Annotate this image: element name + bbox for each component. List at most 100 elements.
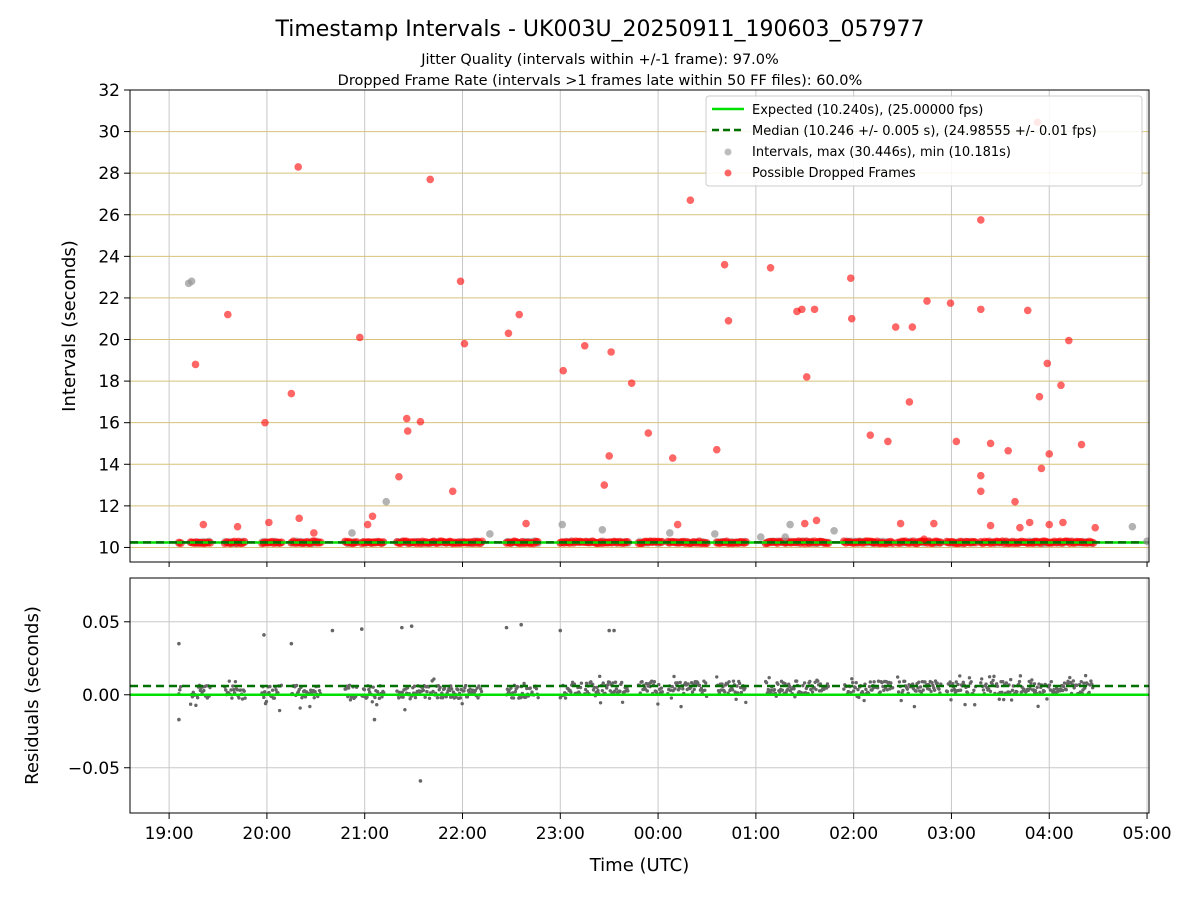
residual-point [235,688,239,692]
residual-outlier-point [418,779,423,783]
residual-point [979,681,983,685]
dropped-frame-point [294,163,303,171]
residual-point [528,686,532,690]
residual-point [367,687,371,692]
top-y-tick-label: 20 [98,331,120,351]
residual-point [929,689,933,694]
dropped-frame-point [448,487,457,496]
dropped-frame-point [261,418,269,427]
residual-point [438,685,442,690]
residual-point [605,683,610,687]
residual-point [611,681,615,685]
residual-point [743,686,747,691]
residual-point [1017,679,1022,684]
intervals-panel: 10 12 14 16 18 20 22 24 26 28 30 32 [98,81,1150,567]
dropped-frame-point [712,445,721,454]
legend: Expected (10.240s), (25.00000 fps) Media… [705,95,1143,187]
legend-dropped-label: Possible Dropped Frames [752,166,916,181]
residual-point [370,700,375,704]
x-tick-label: 19:00 [145,824,194,844]
residual-point [810,690,815,694]
dropped-frame-point [976,305,985,314]
dropped-frame-point [363,520,372,529]
interval-point [666,529,674,537]
residual-point [885,688,890,692]
interval-point [382,497,391,506]
chart-subtitle-dropped: Dropped Frame Rate (intervals >1 frames … [338,73,863,89]
residual-point [178,685,183,689]
interval-point [1128,522,1137,531]
top-y-tick-label: 12 [98,497,120,517]
residual-point [589,680,593,684]
dropped-frame-point [1023,306,1032,315]
residual-outlier-point [262,633,266,637]
residual-point [592,685,597,690]
residual-point [441,696,445,700]
residual-point [905,687,910,691]
residual-point [525,686,529,691]
dropped-frame-point [847,314,856,323]
residual-point [967,676,972,680]
dropped-frame-point [986,439,995,448]
residual-point [264,699,269,704]
residual-point [697,683,702,687]
dropped-frame-point [627,379,636,387]
residual-point [816,679,820,683]
residual-point [1068,675,1072,680]
dropped-frame-point [1043,359,1052,368]
residual-point [569,690,573,694]
residual-point [536,695,540,700]
residual-point [403,708,407,712]
legend-intervals-swatch [724,148,732,156]
residual-point [584,681,589,685]
legend-median-label: Median (10.246 +/- 0.005 s), (24.98555 +… [752,124,1097,139]
residual-point [362,687,367,692]
residual-point [690,690,695,694]
top-plot-area [130,118,1149,548]
residual-point [963,702,967,707]
residual-point [1033,688,1038,693]
residual-point [849,690,853,695]
residual-point [876,679,881,683]
residual-point [1015,690,1019,694]
interval-point [1143,537,1149,546]
residual-point [734,697,738,701]
x-tick-label: 03:00 [927,824,976,844]
residual-point [626,689,630,693]
dropped-frame-point [265,518,273,527]
residual-point [961,680,965,685]
residual-point [787,684,792,689]
top-y-tick-label: 26 [98,206,120,226]
residual-point [896,690,901,694]
dropped-frame-point [607,348,615,356]
residual-point [401,695,405,699]
residual-point [730,688,735,692]
residual-point [435,696,440,700]
residual-point [914,689,918,693]
dropped-frame-point [1065,336,1073,345]
dropped-frame-point [802,373,811,381]
residual-point [948,680,952,684]
residual-point [912,704,917,709]
dropped-frame-point [600,481,609,489]
dropped-frame-point [416,417,425,426]
residual-point [703,688,707,692]
dropped-frame-point [1059,518,1067,527]
x-tick-label: 04:00 [1025,824,1074,844]
interval-point [558,520,567,529]
residual-point [237,696,241,700]
residual-point [656,702,660,706]
residual-point [231,684,235,688]
dropped-frame-point [191,360,200,369]
residual-point [312,696,316,700]
residual-point [1061,688,1065,693]
residual-point [867,684,872,689]
residual-point [421,688,426,693]
dropped-frame-point [1016,523,1024,532]
dropped-frame-point [1045,450,1054,458]
dropped-frame-point [812,516,821,525]
residual-point [987,675,992,679]
residual-point [608,689,612,693]
residual-point [454,695,458,699]
dropped-frame-point [976,216,985,224]
